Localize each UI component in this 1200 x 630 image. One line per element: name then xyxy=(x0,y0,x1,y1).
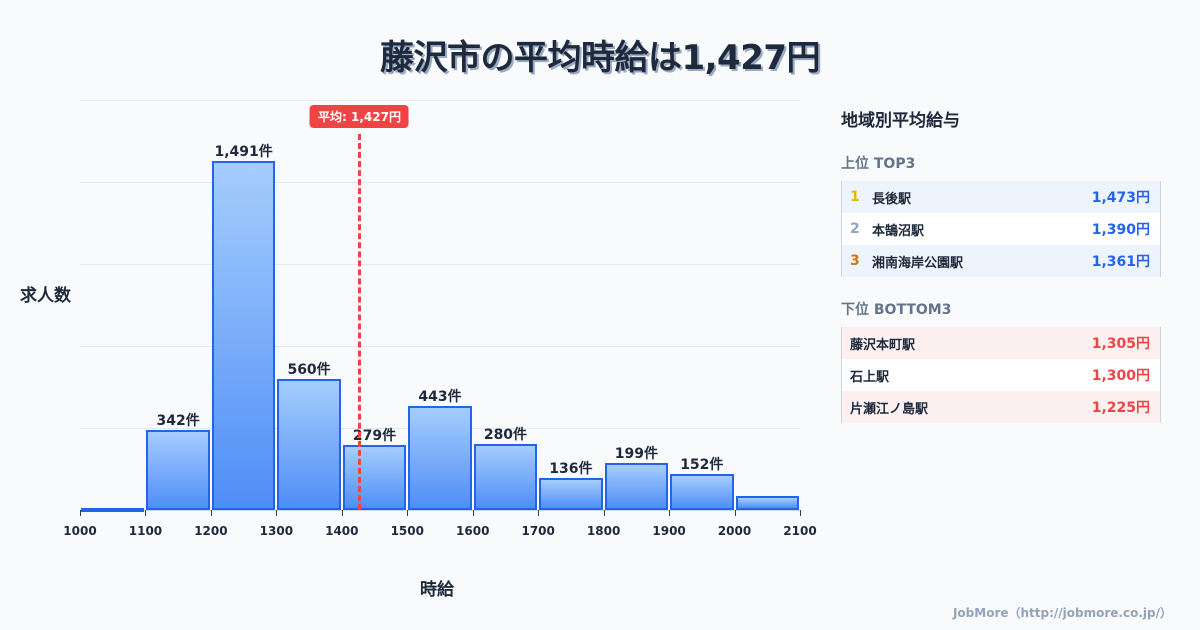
rank-number: 2 xyxy=(850,221,860,237)
station-name: 湘南海岸公園駅 xyxy=(872,255,964,271)
bar-value-label: 560件 xyxy=(287,362,331,378)
gridline xyxy=(80,346,800,347)
x-tick xyxy=(276,510,278,516)
station-name: 本鵠沼駅 xyxy=(872,223,925,239)
x-tick xyxy=(80,510,81,516)
x-tick xyxy=(734,510,736,516)
regional-salary-panel: 地域別平均給与 上位 TOP3 1 長後駅 1,473円 2 本鵠沼駅 1,39… xyxy=(841,100,1161,423)
bar-value-label: 152件 xyxy=(680,457,724,473)
histogram-bar xyxy=(408,406,472,510)
bar-value-label: 279件 xyxy=(352,428,397,444)
page-title: 藤沢市の平均時給は1,427円 xyxy=(379,38,821,78)
bar-value-label: 443件 xyxy=(418,389,462,405)
top3-title: 上位 TOP3 xyxy=(841,156,916,172)
x-tick-label: 1700 xyxy=(521,524,555,538)
station-wage: 1,361円 xyxy=(1091,254,1150,270)
footer-credit: JobMore（http://jobmore.co.jp/） xyxy=(952,606,1172,620)
x-tick xyxy=(472,510,474,516)
station-wage: 1,305円 xyxy=(1091,336,1150,352)
bottom3-table: 藤沢本町駅 1,305円 石上駅 1,300円 片瀬江ノ島駅 1,225円 xyxy=(841,327,1161,423)
station-name: 石上駅 xyxy=(850,369,890,385)
rank-number: 1 xyxy=(850,189,860,205)
x-tick-label: 1500 xyxy=(390,524,424,538)
histogram-bar xyxy=(277,379,341,510)
x-axis-label: 時給 xyxy=(420,580,454,600)
x-tick-label: 1000 xyxy=(63,524,97,538)
gridline xyxy=(80,100,800,101)
bottom-row: 片瀬江ノ島駅 1,225円 xyxy=(842,391,1160,423)
x-tick-label: 2000 xyxy=(717,524,752,538)
x-tick xyxy=(669,510,671,516)
bottom3-title: 下位 BOTTOM3 xyxy=(841,302,952,318)
bar-value-label: 136件 xyxy=(549,461,593,477)
x-tick-label: 1800 xyxy=(586,524,621,538)
x-tick xyxy=(538,510,540,516)
bar-value-label: 280件 xyxy=(483,427,528,443)
station-wage: 1,225円 xyxy=(1091,400,1150,416)
histogram-bar xyxy=(211,161,276,510)
station-wage: 1,390円 xyxy=(1091,222,1150,238)
x-tick-label: 1600 xyxy=(456,524,490,538)
histogram-bar xyxy=(539,478,603,510)
x-tick xyxy=(145,510,147,516)
x-tick-label: 1200 xyxy=(194,524,228,538)
histogram-bar xyxy=(604,463,669,510)
x-tick-label: 1100 xyxy=(128,524,163,538)
top3-table: 1 長後駅 1,473円 2 本鵠沼駅 1,390円 3 湘南海岸公園駅 1,3… xyxy=(841,181,1161,277)
histogram-bar xyxy=(81,508,145,512)
x-tick xyxy=(800,510,801,516)
top-row: 3 湘南海岸公園駅 1,361円 xyxy=(842,245,1160,277)
rank-number: 3 xyxy=(850,253,860,269)
bottom-row: 石上駅 1,300円 xyxy=(842,359,1160,391)
bar-value-label: 1,491件 xyxy=(214,144,273,160)
x-tick xyxy=(603,510,605,516)
bar-value-label: 199件 xyxy=(614,446,658,462)
average-line xyxy=(358,134,362,510)
x-tick-label: 1400 xyxy=(325,524,359,538)
station-name: 長後駅 xyxy=(872,191,912,207)
histogram-bar xyxy=(473,444,538,510)
histogram-bar xyxy=(146,430,210,510)
histogram-bar xyxy=(735,496,799,510)
station-wage: 1,300円 xyxy=(1091,368,1150,384)
x-tick xyxy=(407,510,409,516)
station-name: 片瀬江ノ島駅 xyxy=(850,401,929,417)
bar-value-label: 342件 xyxy=(156,413,200,429)
top-row: 2 本鵠沼駅 1,390円 xyxy=(842,213,1160,245)
station-name: 藤沢本町駅 xyxy=(850,337,916,353)
histogram-bar xyxy=(670,474,734,510)
average-badge: 平均: 1,427円 xyxy=(310,105,409,128)
histogram-chart: 求人数 時給 342件 1,491件 560件 279件 443件 280件 136件 199… xyxy=(20,100,817,600)
x-tick-label: 1900 xyxy=(652,524,686,538)
x-tick-label: 1300 xyxy=(259,524,294,538)
x-tick xyxy=(210,510,212,516)
y-axis-label: 求人数 xyxy=(20,286,71,306)
bottom-row: 藤沢本町駅 1,305円 xyxy=(842,327,1160,359)
x-tick xyxy=(341,510,343,516)
top-row: 1 長後駅 1,473円 xyxy=(842,181,1160,213)
panel-title: 地域別平均給与 xyxy=(841,111,960,131)
x-tick-label: 2100 xyxy=(783,524,817,538)
gridline xyxy=(80,264,800,265)
x-axis-baseline xyxy=(80,510,800,511)
histogram-bar xyxy=(342,445,407,510)
station-wage: 1,473円 xyxy=(1091,190,1150,206)
gridline xyxy=(80,182,800,183)
